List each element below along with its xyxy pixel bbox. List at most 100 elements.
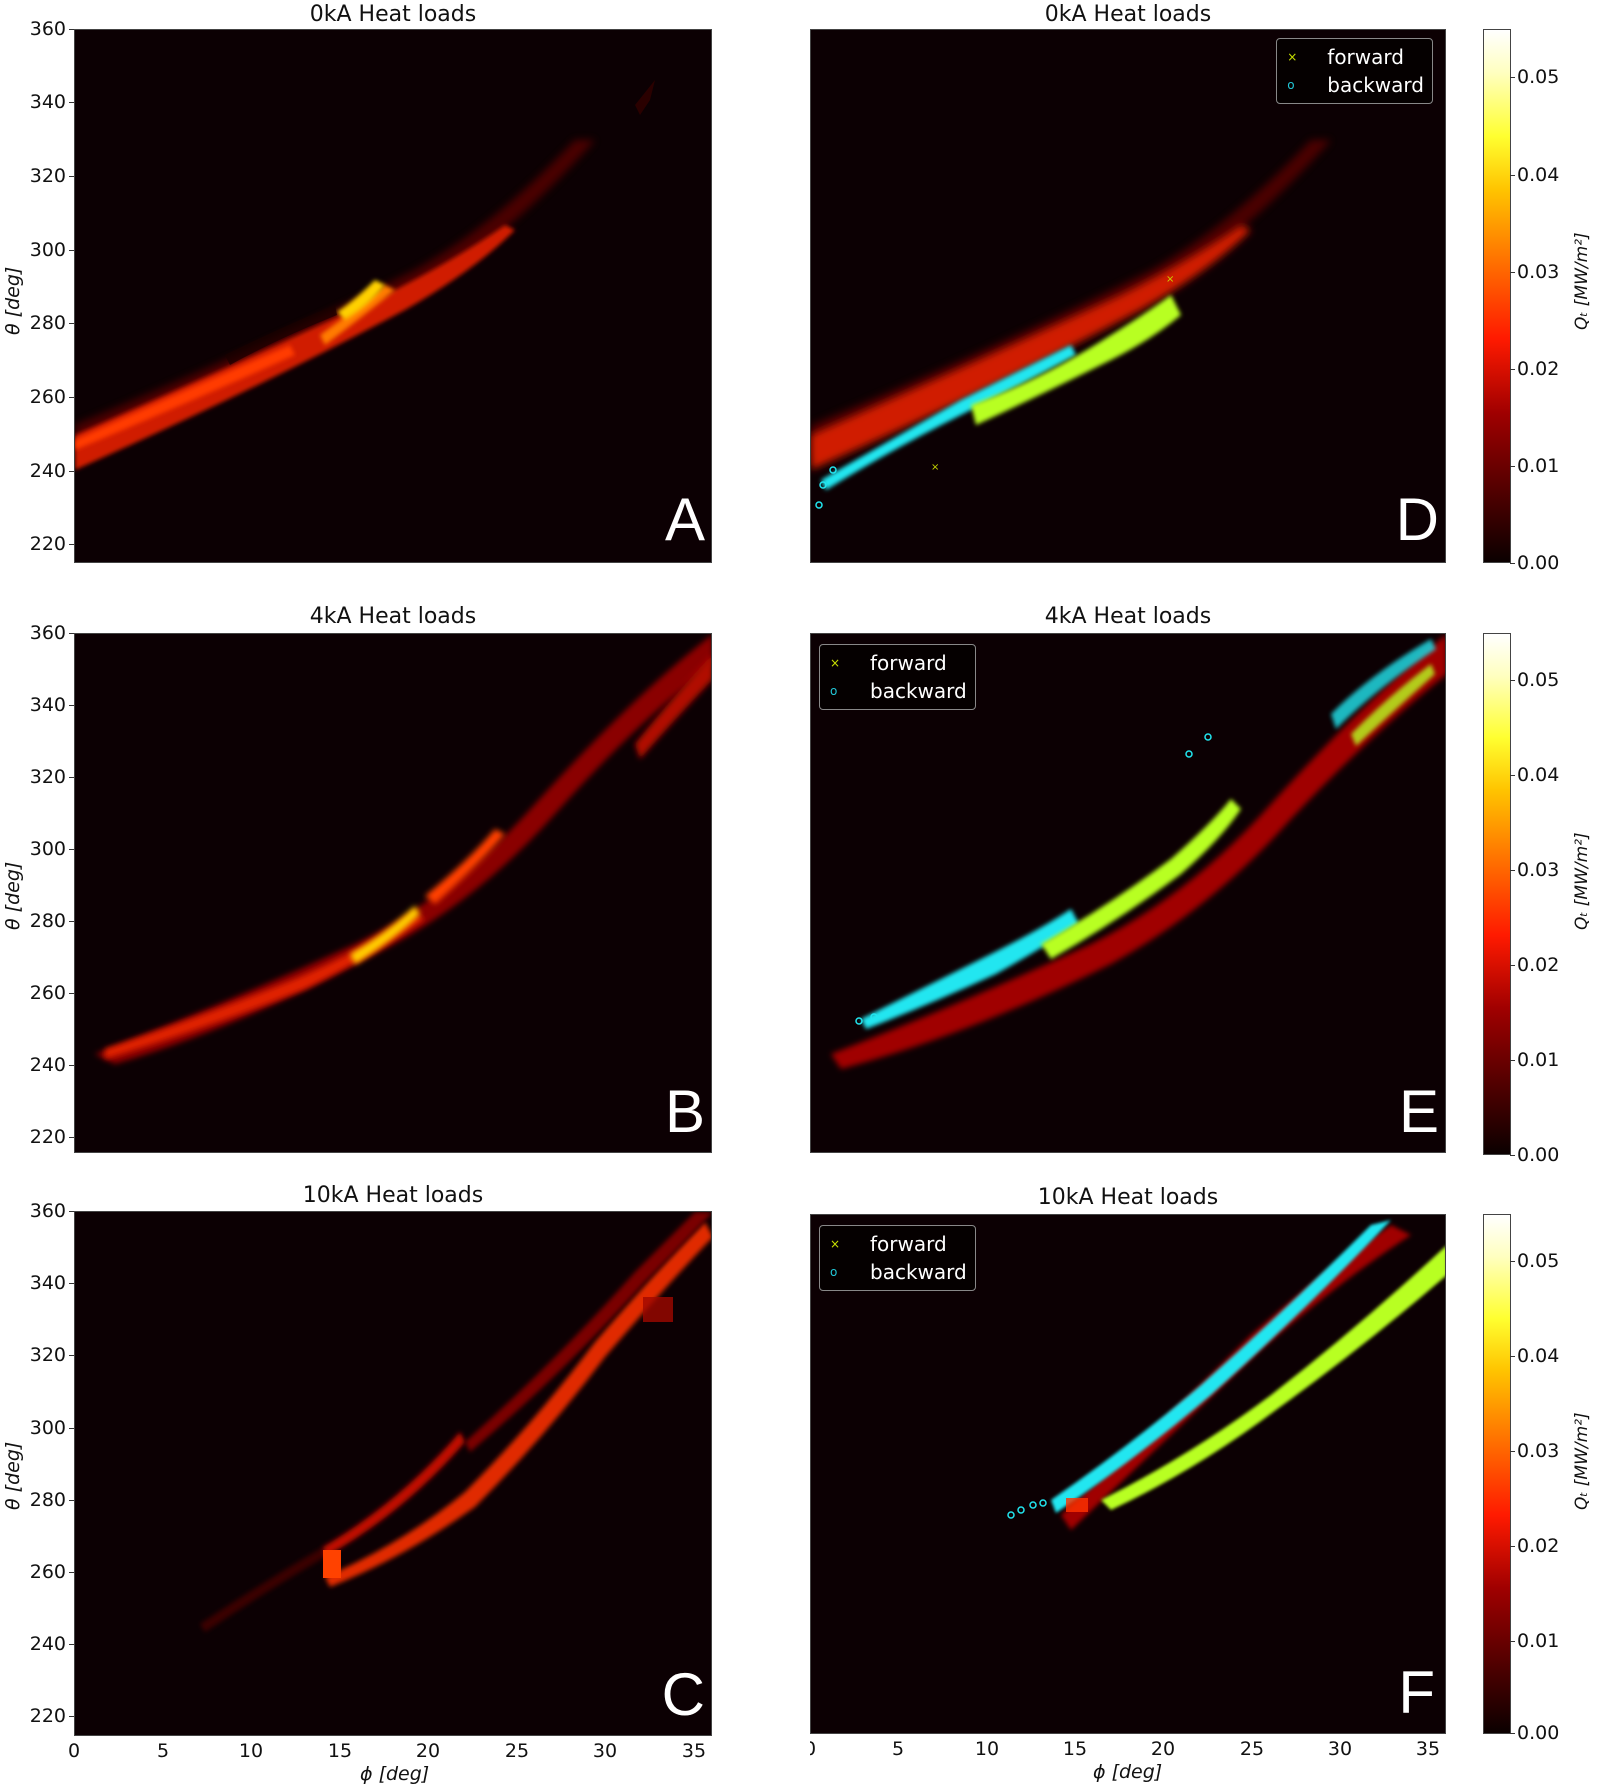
panel-letter-a: A bbox=[664, 486, 705, 553]
xtick: 5 bbox=[891, 1738, 905, 1760]
ytick: 240 bbox=[16, 460, 74, 482]
title-a: 0kA Heat loads bbox=[309, 2, 477, 27]
ytick: 220 bbox=[16, 1705, 74, 1727]
heatmap-panel-c: C bbox=[74, 1211, 712, 1736]
xtick: 25 bbox=[1239, 1738, 1265, 1760]
ytick: 220 bbox=[16, 533, 74, 555]
heatmap-panel-a: A bbox=[74, 29, 712, 563]
ctick: 0.03 bbox=[1509, 859, 1560, 881]
ctick: 0.05 bbox=[1509, 669, 1560, 691]
legend-d: × forward o backward bbox=[1276, 38, 1433, 104]
legend-backward-entry: o backward bbox=[830, 1258, 967, 1286]
ytick: 320 bbox=[16, 1344, 74, 1366]
ytick: 320 bbox=[16, 766, 74, 788]
colorbar-row2 bbox=[1483, 633, 1511, 1155]
legend-backward-entry: o backward bbox=[1287, 71, 1424, 99]
ylabel-row1: θ [deg] bbox=[2, 266, 24, 335]
xtick: 15 bbox=[327, 1740, 353, 1762]
ytick: 220 bbox=[16, 1126, 74, 1148]
heatmap-panel-b: B bbox=[74, 633, 712, 1153]
ytick: 360 bbox=[16, 1200, 74, 1222]
svg-text:×: × bbox=[931, 462, 939, 473]
legend-forward-label: forward bbox=[1327, 45, 1404, 69]
ytick: 240 bbox=[16, 1054, 74, 1076]
legend-backward-label: backward bbox=[870, 1260, 967, 1284]
legend-forward-entry: × forward bbox=[830, 649, 967, 677]
ytick: 260 bbox=[16, 386, 74, 408]
ctick: 0.02 bbox=[1509, 954, 1560, 976]
ctick: 0.00 bbox=[1509, 1144, 1560, 1166]
xlabel-left: ϕ [deg] bbox=[360, 1763, 430, 1785]
ctick: 0.05 bbox=[1509, 1250, 1560, 1272]
xtick: 30 bbox=[1327, 1738, 1353, 1760]
ctick: 0.04 bbox=[1509, 764, 1560, 786]
xtick: 0 bbox=[67, 1740, 81, 1762]
legend-f: × forward o backward bbox=[819, 1225, 976, 1291]
ctick: 0.01 bbox=[1509, 1049, 1560, 1071]
scatter-panel-f: × forward o backward F bbox=[810, 1214, 1446, 1734]
ytick: 360 bbox=[16, 622, 74, 644]
ytick: 340 bbox=[16, 694, 74, 716]
x-marker-icon: × bbox=[830, 1237, 841, 1251]
ytick: 300 bbox=[16, 1417, 74, 1439]
title-d: 0kA Heat loads bbox=[1044, 2, 1212, 27]
scatter-panel-e: × forward o backward E bbox=[810, 633, 1446, 1153]
xtick: 10 bbox=[238, 1740, 264, 1762]
colorbar-label-row3: Qₜ [MW/m²] bbox=[1572, 1412, 1592, 1510]
xtick: 35 bbox=[681, 1740, 707, 1762]
colorbar-row3 bbox=[1483, 1214, 1511, 1734]
colorbar-label-row2: Qₜ [MW/m²] bbox=[1572, 832, 1592, 930]
legend-forward-entry: × forward bbox=[1287, 43, 1424, 71]
ctick: 0.01 bbox=[1509, 1630, 1560, 1652]
ctick: 0.02 bbox=[1509, 358, 1560, 380]
ctick: 0.03 bbox=[1509, 1440, 1560, 1462]
ctick: 0.03 bbox=[1509, 261, 1560, 283]
xtick: 10 bbox=[974, 1738, 1000, 1760]
xtick: 20 bbox=[415, 1740, 441, 1762]
ytick: 280 bbox=[16, 312, 74, 334]
panel-letter-f: F bbox=[1398, 1659, 1435, 1726]
legend-backward-label: backward bbox=[870, 679, 967, 703]
xtick: 5 bbox=[156, 1740, 170, 1762]
legend-e: × forward o backward bbox=[819, 644, 976, 710]
ctick: 0.00 bbox=[1509, 1722, 1560, 1744]
circle-marker-icon: o bbox=[830, 684, 838, 698]
panel-letter-b: B bbox=[664, 1078, 705, 1145]
xtick: 25 bbox=[504, 1740, 530, 1762]
xtick: 35 bbox=[1415, 1738, 1441, 1760]
legend-backward-label: backward bbox=[1327, 73, 1424, 97]
scatter-panel-d: × × × forward o backward D bbox=[810, 29, 1446, 563]
ytick: 360 bbox=[16, 18, 74, 40]
panel-letter-c: C bbox=[661, 1661, 705, 1728]
title-b: 4kA Heat loads bbox=[309, 604, 477, 629]
xtick: 15 bbox=[1062, 1738, 1088, 1760]
svg-text:×: × bbox=[1166, 274, 1174, 285]
legend-forward-label: forward bbox=[870, 651, 947, 675]
x-marker-icon: × bbox=[830, 656, 841, 670]
ytick: 300 bbox=[16, 239, 74, 261]
legend-forward-entry: × forward bbox=[830, 1230, 967, 1258]
ctick: 0.00 bbox=[1509, 552, 1560, 574]
xtick: 0 bbox=[803, 1738, 817, 1760]
x-marker-icon: × bbox=[1287, 50, 1298, 64]
colorbar-label-row1: Qₜ [MW/m²] bbox=[1572, 232, 1592, 330]
xtick: 20 bbox=[1150, 1738, 1176, 1760]
ytick: 300 bbox=[16, 838, 74, 860]
ytick: 240 bbox=[16, 1633, 74, 1655]
ctick: 0.04 bbox=[1509, 1345, 1560, 1367]
xtick: 30 bbox=[592, 1740, 618, 1762]
ytick: 340 bbox=[16, 1272, 74, 1294]
legend-backward-entry: o backward bbox=[830, 677, 967, 705]
ctick: 0.02 bbox=[1509, 1535, 1560, 1557]
colorbar-row1 bbox=[1483, 29, 1511, 563]
ytick: 320 bbox=[16, 165, 74, 187]
ylabel-row2: θ [deg] bbox=[2, 861, 24, 930]
ctick: 0.01 bbox=[1509, 455, 1560, 477]
ytick: 340 bbox=[16, 91, 74, 113]
panel-letter-d: D bbox=[1395, 486, 1439, 553]
ctick: 0.05 bbox=[1509, 66, 1560, 88]
ctick: 0.04 bbox=[1509, 164, 1560, 186]
panel-letter-e: E bbox=[1398, 1078, 1439, 1145]
ytick: 280 bbox=[16, 1489, 74, 1511]
legend-forward-label: forward bbox=[870, 1232, 947, 1256]
